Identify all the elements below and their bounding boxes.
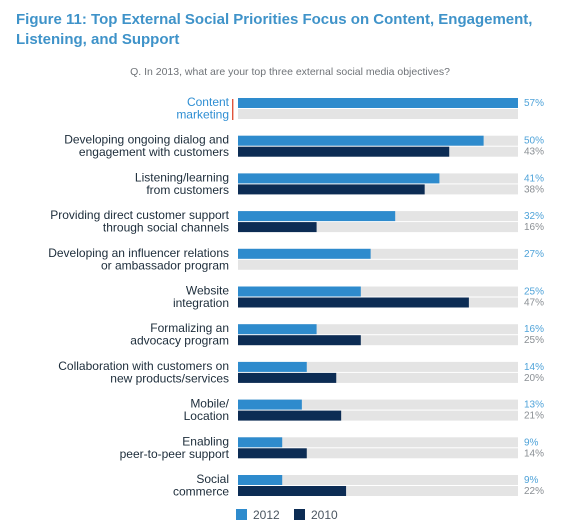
bar-track (238, 335, 518, 346)
category-label-line: integration (173, 296, 229, 310)
bar-2012 (238, 211, 396, 222)
bar-2010 (238, 486, 347, 496)
category-label-line: or ambassador program (101, 258, 229, 272)
value-label-2012: 41% (524, 173, 544, 184)
bar-track (238, 109, 518, 119)
category-label-line: Listening/learning (135, 170, 229, 184)
legend-swatch-2010 (294, 509, 305, 520)
category-label: Developing an influencer relations or amb… (48, 246, 229, 273)
bar-2010 (238, 335, 361, 346)
bar-2012 (238, 361, 307, 372)
bar-track (238, 286, 518, 297)
bar-2012 (238, 399, 302, 410)
value-label-2012: 16% (524, 324, 544, 335)
bar-2010 (238, 410, 342, 421)
value-label-2012: 13% (524, 400, 544, 411)
bar-2010 (238, 222, 317, 233)
bar-2010 (238, 146, 450, 157)
category-label-line: Content (187, 95, 230, 109)
bar-track (238, 486, 518, 496)
value-label-2012: 50% (524, 136, 544, 147)
value-label-2010: 22% (524, 486, 544, 497)
category-label: Collaboration with customers on new produ… (58, 359, 229, 386)
legend-label-2012: 2012 (253, 508, 280, 522)
bar-track (238, 475, 518, 485)
value-label-2010: 20% (524, 373, 544, 384)
category-label-line: advocacy program (130, 334, 229, 348)
category-label-line: Enabling (182, 434, 229, 448)
category-label: Social commerce (173, 472, 229, 499)
survey-question: Q. In 2013, what are your top three exte… (130, 66, 450, 78)
category-label-line: Website (186, 284, 229, 298)
category-label-line: Location (184, 409, 229, 423)
bar-2012 (238, 286, 361, 297)
bar-track (238, 361, 518, 372)
value-label-2012: 27% (524, 249, 544, 260)
value-label-2010: 47% (524, 298, 544, 309)
value-label-2012: 25% (524, 287, 544, 298)
category-label-line: commerce (173, 485, 229, 499)
bar-2010 (238, 297, 469, 308)
bar-track (238, 248, 518, 259)
value-label-2010: 25% (524, 335, 544, 346)
bar-track (238, 399, 518, 410)
bar-2012 (238, 324, 317, 335)
category-label-line: Mobile/ (190, 397, 229, 411)
figure-title: Figure 11: Top External Social Prioritie… (16, 11, 533, 48)
bar-2012 (238, 248, 371, 259)
category-label-line: from customers (146, 183, 229, 197)
bar-track (238, 222, 518, 233)
category-label: Website integration (173, 284, 229, 311)
legend-swatch-2012 (236, 509, 247, 520)
category-label: Content marketing (176, 95, 229, 122)
category-label: Mobile/Location (184, 397, 230, 424)
value-label-2012: 9% (524, 475, 539, 486)
category-label-line: Developing ongoing dialog and (64, 133, 229, 147)
category-label-line: marketing (176, 108, 229, 122)
bar-2010 (238, 184, 425, 195)
value-label-2010: 43% (524, 147, 544, 158)
value-label-2012: 9% (524, 437, 539, 448)
value-label-2010: 38% (524, 184, 544, 195)
category-label-line: Social (196, 472, 229, 486)
bar-2012 (238, 173, 440, 184)
bar-2012 (238, 437, 283, 448)
category-label: Listening/learning from customers (135, 170, 229, 197)
bar-track (238, 372, 518, 383)
bar-track (238, 448, 518, 459)
category-label: Enabling peer-to-peer support (120, 434, 230, 461)
legend-label-2010: 2010 (311, 508, 338, 522)
bar-2012 (238, 98, 518, 108)
category-label-line: engagement with customers (79, 145, 229, 159)
category-label: Providing direct customer support through… (50, 208, 229, 235)
value-label-2010: 14% (524, 448, 544, 459)
category-label: Developing ongoing dialog and engagement … (64, 133, 229, 160)
bar-2010 (238, 448, 307, 459)
category-label: Formalizing an advocacy program (130, 321, 229, 348)
category-label-line: through social channels (103, 221, 229, 235)
bar-track (238, 324, 518, 335)
value-label-2012: 32% (524, 211, 544, 222)
bar-track (238, 410, 518, 421)
value-label-2010: 21% (524, 411, 544, 422)
bar-track (238, 259, 518, 270)
bar-2010 (238, 372, 337, 383)
bar-2012 (238, 135, 484, 146)
value-label-2012: 57% (524, 98, 544, 109)
category-label-line: new products/services (110, 371, 229, 385)
bar-track (238, 437, 518, 448)
bar-2012 (238, 475, 283, 485)
highlight-marker (232, 99, 234, 120)
value-label-2010: 16% (524, 222, 544, 233)
category-label-line: Collaboration with customers on (58, 359, 229, 373)
value-label-2012: 14% (524, 362, 544, 373)
category-label-line: Providing direct customer support (50, 208, 229, 222)
category-label-line: Formalizing an (150, 321, 229, 335)
category-label-line: Developing an influencer relations (48, 246, 229, 260)
category-label-line: peer-to-peer support (120, 447, 230, 461)
